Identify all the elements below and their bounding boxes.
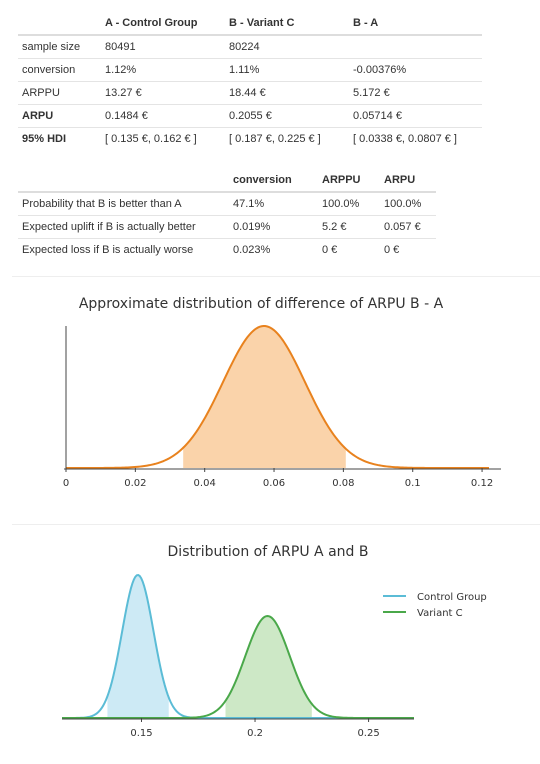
probability-row-loss: Expected loss if B is actually worse 0.0… [18, 237, 436, 261]
diff-value [349, 34, 482, 58]
row-label: Expected loss if B is actually worse [18, 237, 229, 261]
control-value: 80491 [101, 34, 225, 58]
diff-value: 0.05714 € [349, 103, 482, 127]
arppu-value: 5.2 € [318, 214, 380, 238]
probability-header-empty [18, 169, 229, 193]
probability-table: conversion ARPPU ARPU Probability that B… [18, 169, 436, 261]
legend-label-variant: Variant C [417, 608, 463, 619]
summary-row-arpu: ARPU 0.1484 € 0.2055 € 0.05714 € [18, 103, 482, 127]
arpu-difference-chart: Approximate distribution of difference o… [63, 296, 501, 489]
summary-table: A - Control Group B - Variant C B - A sa… [18, 12, 482, 150]
control-value: 13.27 € [101, 80, 225, 104]
x-axis-ticks: 0 0.02 0.04 0.06 0.08 0.1 0.12 [63, 468, 493, 489]
diff-value: 5.172 € [349, 80, 482, 104]
variant-value: 0.2055 € [225, 103, 349, 127]
hdi-area-0 [107, 575, 169, 718]
density-curve [66, 325, 489, 469]
x-tick-label: 0.25 [357, 728, 379, 739]
row-label: Expected uplift if B is actually better [18, 214, 229, 238]
arpu-value: 100.0% [380, 191, 436, 215]
conversion-value: 0.019% [229, 214, 318, 238]
x-tick-label: 0.15 [130, 728, 152, 739]
probability-row-uplift: Expected uplift if B is actually better … [18, 214, 436, 238]
diff-value: [ 0.0338 €, 0.0807 € ] [349, 126, 482, 150]
section-divider [12, 524, 540, 525]
diff-value: -0.00376% [349, 57, 482, 81]
conversion-value: 0.023% [229, 237, 318, 261]
control-value: [ 0.135 €, 0.162 € ] [101, 126, 225, 150]
row-label: conversion [18, 57, 101, 81]
x-tick-label: 0.02 [124, 478, 146, 489]
summary-header-diff: B - A [349, 12, 482, 36]
chart-title: Distribution of ARPU A and B [168, 544, 369, 560]
density-line-0 [66, 325, 489, 469]
summary-row-sample-size: sample size 80491 80224 [18, 34, 482, 58]
chart-title: Approximate distribution of difference o… [79, 296, 444, 312]
arppu-value: 100.0% [318, 191, 380, 215]
arpu-value: 0 € [380, 237, 436, 261]
legend-label-control: Control Group [417, 592, 487, 603]
summary-row-hdi: 95% HDI [ 0.135 €, 0.162 € ] [ 0.187 €, … [18, 126, 482, 150]
hdi-fill-areas [107, 575, 312, 718]
variant-value: 1.11% [225, 57, 349, 81]
x-tick-label: 0.04 [194, 478, 216, 489]
density-line-1 [62, 614, 414, 719]
row-label: Probability that B is better than A [18, 191, 229, 215]
summary-header-variant: B - Variant C [225, 12, 349, 36]
variant-value: 80224 [225, 34, 349, 58]
summary-header-control: A - Control Group [101, 12, 225, 36]
section-divider [12, 276, 540, 277]
legend: Control Group Variant C [383, 592, 487, 619]
hdi-area-1 [225, 616, 312, 718]
variant-value: [ 0.187 €, 0.225 € ] [225, 126, 349, 150]
row-label: ARPU [18, 103, 101, 127]
x-tick-label: 0.06 [263, 478, 285, 489]
x-tick-label: 0 [63, 478, 69, 489]
arpu-distribution-chart: Distribution of ARPU A and B 0.15 0.2 0.25… [62, 544, 487, 739]
arpu-value: 0.057 € [380, 214, 436, 238]
x-tick-label: 0.12 [471, 478, 493, 489]
probability-row-better: Probability that B is better than A 47.1… [18, 191, 436, 215]
hdi-fill-area [183, 326, 346, 468]
hdi-area-0 [183, 326, 346, 468]
x-tick-label: 0.1 [405, 478, 421, 489]
row-label: sample size [18, 34, 101, 58]
probability-header-arpu: ARPU [380, 169, 436, 193]
summary-row-conversion: conversion 1.12% 1.11% -0.00376% [18, 57, 482, 81]
control-value: 0.1484 € [101, 103, 225, 127]
conversion-value: 47.1% [229, 191, 318, 215]
density-curves [62, 573, 414, 719]
summary-row-arppu: ARPPU 13.27 € 18.44 € 5.172 € [18, 80, 482, 104]
arppu-value: 0 € [318, 237, 380, 261]
probability-header-row: conversion ARPPU ARPU [18, 169, 436, 193]
summary-header-empty [18, 12, 101, 36]
probability-header-conversion: conversion [229, 169, 318, 193]
x-tick-label: 0.08 [332, 478, 354, 489]
row-label: 95% HDI [18, 126, 101, 150]
x-tick-label: 0.2 [247, 728, 263, 739]
x-axis-ticks: 0.15 0.2 0.25 [130, 718, 380, 739]
control-value: 1.12% [101, 57, 225, 81]
probability-header-arppu: ARPPU [318, 169, 380, 193]
row-label: ARPPU [18, 80, 101, 104]
variant-value: 18.44 € [225, 80, 349, 104]
summary-header-row: A - Control Group B - Variant C B - A [18, 12, 482, 36]
